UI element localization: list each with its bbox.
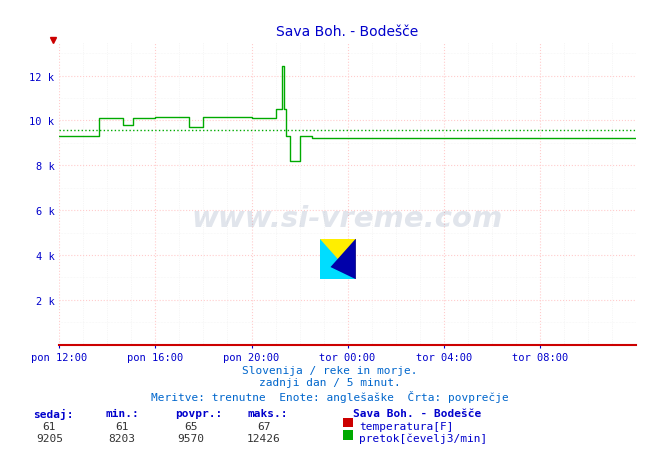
Polygon shape	[320, 239, 356, 280]
Text: povpr.:: povpr.:	[175, 408, 222, 418]
Text: Slovenija / reke in morje.: Slovenija / reke in morje.	[242, 365, 417, 375]
Text: 67: 67	[257, 421, 270, 431]
Title: Sava Boh. - Bodešče: Sava Boh. - Bodešče	[277, 25, 418, 39]
Text: 8203: 8203	[109, 433, 135, 443]
Text: 12426: 12426	[246, 433, 281, 443]
Text: 9570: 9570	[178, 433, 204, 443]
Text: 65: 65	[185, 421, 198, 431]
Text: min.:: min.:	[105, 408, 139, 418]
Text: Meritve: trenutne  Enote: anglešaške  Črta: povprečje: Meritve: trenutne Enote: anglešaške Črta…	[151, 390, 508, 402]
Text: Sava Boh. - Bodešče: Sava Boh. - Bodešče	[353, 408, 481, 418]
Text: maks.:: maks.:	[247, 408, 287, 418]
Polygon shape	[330, 239, 356, 280]
Text: pretok[čevelj3/min]: pretok[čevelj3/min]	[359, 433, 488, 443]
Text: www.si-vreme.com: www.si-vreme.com	[192, 204, 503, 232]
Text: 61: 61	[115, 421, 129, 431]
Text: temperatura[F]: temperatura[F]	[359, 421, 453, 431]
Text: 9205: 9205	[36, 433, 63, 443]
Text: 61: 61	[43, 421, 56, 431]
Text: zadnji dan / 5 minut.: zadnji dan / 5 minut.	[258, 377, 401, 387]
Text: sedaj:: sedaj:	[33, 408, 73, 419]
